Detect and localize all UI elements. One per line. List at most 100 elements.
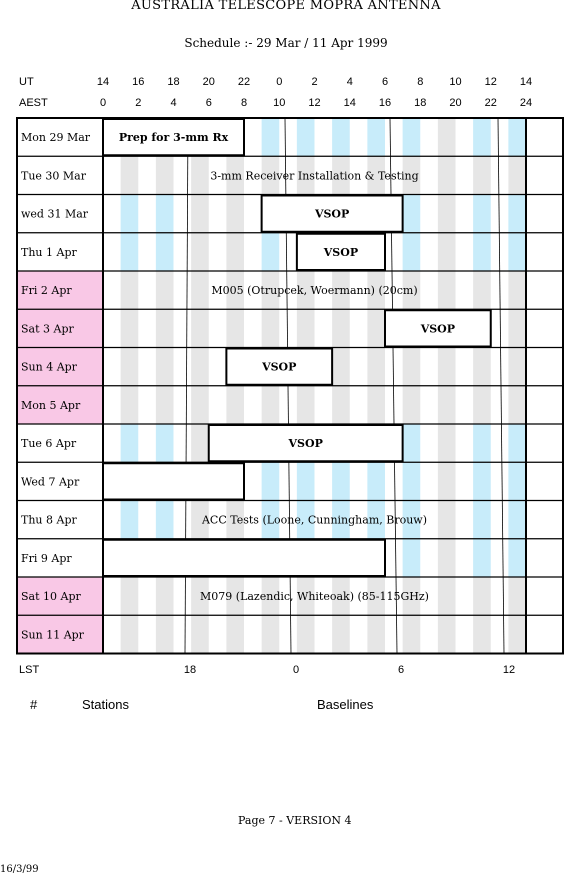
hour-band [332,309,350,348]
hour-band [473,232,491,271]
hour-band [226,615,244,654]
hour-band [508,615,526,654]
hour-band [508,462,526,501]
block-label: ACC Tests (Loone, Cunningham, Brouw) [201,514,427,527]
hour-band [226,577,244,616]
block-label: VSOP [261,361,296,374]
day-label: Sun 4 Apr [21,361,78,374]
hour-band [402,615,421,654]
schedule-block [295,232,386,271]
hour-band [473,385,491,424]
hour-band [508,156,526,195]
hour-band [120,232,139,271]
hour-band [296,271,315,310]
hour-band [191,424,209,463]
hour-band [402,385,421,424]
hour-band [155,500,174,539]
day-label: Thu 8 Apr [21,514,77,527]
hour-band [296,156,315,195]
aest-axis-label: AEST [19,97,48,109]
day-label: Tue 6 Apr [21,437,77,450]
hour-band [437,271,456,310]
hour-band [508,309,526,348]
hour-band [402,194,421,233]
hour-band [226,385,244,424]
schedule-subtitle: Schedule :- 29 Mar / 11 Apr 1999 [184,36,388,50]
day-label: Sun 11 Apr [21,628,85,641]
hour-band [437,577,456,616]
aest-tick-label: 24 [519,97,533,109]
hour-band [437,347,456,386]
ut-tick-label: 18 [167,76,180,88]
aest-tick-label: 12 [308,97,321,109]
hour-band [473,271,491,310]
hour-band [402,156,421,195]
hour-band [120,615,139,654]
hour-band [367,577,385,616]
hour-band [402,462,421,501]
hour-band [508,194,526,233]
hour-band [367,271,385,310]
hour-band [508,424,526,463]
hour-band [226,156,244,195]
hour-band [155,347,174,386]
hour-band [120,500,139,539]
lst-tick-label: 6 [397,664,405,676]
ut-axis-label: UT [19,76,34,88]
hour-band [402,538,421,577]
hour-band [191,232,209,271]
ut-tick-label: 4 [346,76,353,88]
ut-tick-label: 14 [96,76,110,88]
day-label: wed 31 Mar [21,208,89,221]
hour-band [191,194,209,233]
block-label: M079 (Lazendic, Whiteoak) (85-115GHz) [200,590,429,603]
hour-band [437,232,456,271]
hour-band [261,156,280,195]
hour-band [473,500,491,539]
aest-tick-label: 8 [240,97,248,109]
hour-band [437,615,456,654]
hour-band [155,309,174,348]
hour-band [402,424,421,463]
hour-band [473,156,491,195]
hour-band [261,271,280,310]
hour-band [296,462,315,501]
aest-tick-label: 14 [343,97,356,109]
ut-tick-label: 10 [449,76,462,88]
hour-band [332,615,350,654]
hour-band [155,615,174,654]
hour-band [508,347,526,386]
page-version: Page 7 - VERSION 4 [238,814,352,827]
ut-tick-label: 16 [132,76,145,88]
hour-band [473,194,491,233]
baselines-header: Baselines [317,697,374,712]
hour-band [367,615,385,654]
day-label: Sat 10 Apr [21,590,81,603]
block-label: VSOP [314,208,349,221]
aest-tick-label: 20 [449,97,462,109]
hour-band [120,194,139,233]
hour-band [402,271,421,310]
hour-band [191,385,209,424]
hour-band [191,577,209,616]
hour-band [261,577,280,616]
weekend-cell [17,347,103,386]
block-label: 3-mm Receiver Installation & Testing [210,169,418,182]
hour-band [261,232,280,271]
hour-band [261,615,280,654]
block-label: VSOP [288,437,323,450]
hour-band [226,500,244,539]
hour-band [473,615,491,654]
hour-band [155,271,174,310]
hour-band [191,271,209,310]
hour-band [367,347,385,386]
hour-band [332,462,350,501]
hour-band [191,309,209,348]
hour-band [367,462,385,501]
hour-band [261,385,280,424]
lst-tick-label: 0 [292,664,300,676]
hour-band [473,577,491,616]
hour-band [261,462,280,501]
hour-band [155,424,174,463]
hour-band [332,577,350,616]
